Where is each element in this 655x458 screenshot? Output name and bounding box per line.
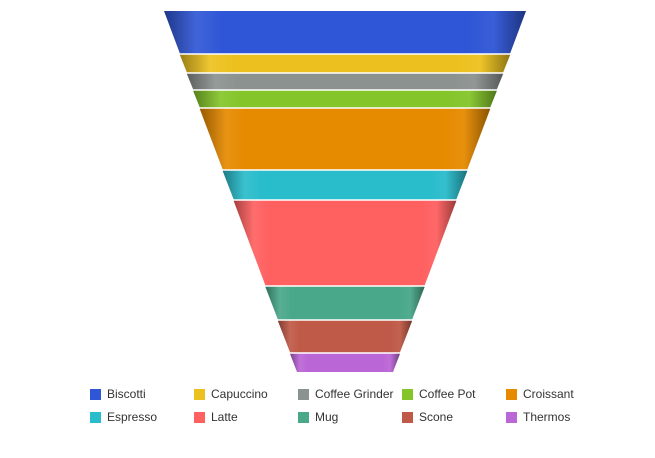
legend-label: Coffee Pot	[419, 387, 476, 401]
legend-item-coffee-grinder[interactable]: Coffee Grinder	[298, 386, 394, 402]
legend-swatch	[90, 388, 101, 400]
funnel-segment-biscotti[interactable]	[164, 11, 526, 54]
funnel-segment-thermos[interactable]	[290, 353, 400, 372]
legend-swatch	[90, 411, 101, 423]
funnel-segment-coffee-grinder[interactable]	[186, 73, 504, 90]
legend-label: Biscotti	[107, 387, 146, 401]
legend-item-croissant[interactable]: Croissant	[506, 386, 574, 402]
legend-swatch	[402, 388, 413, 400]
funnel-segment-espresso[interactable]	[222, 170, 468, 200]
legend-label: Latte	[211, 410, 238, 424]
funnel-segment-croissant[interactable]	[199, 108, 491, 170]
legend-label: Thermos	[523, 410, 571, 424]
legend-label: Mug	[315, 410, 339, 424]
legend-item-coffee-pot[interactable]: Coffee Pot	[402, 386, 475, 402]
funnel-segment-latte[interactable]	[233, 200, 457, 286]
legend-label: Croissant	[523, 387, 574, 401]
funnel-segment-capuccino[interactable]	[179, 54, 511, 73]
funnel-segment-mug[interactable]	[265, 286, 425, 320]
legend-label: Espresso	[107, 410, 158, 424]
legend-swatch	[298, 411, 309, 423]
legend-item-latte[interactable]: Latte	[194, 409, 238, 425]
legend-swatch	[402, 411, 413, 423]
legend-label: Scone	[419, 410, 454, 424]
legend-swatch	[194, 388, 205, 400]
legend-swatch	[506, 388, 517, 400]
legend-item-espresso[interactable]: Espresso	[90, 409, 157, 425]
legend-label: Capuccino	[211, 387, 268, 401]
legend-item-mug[interactable]: Mug	[298, 409, 338, 425]
legend-label: Coffee Grinder	[315, 387, 394, 401]
legend-swatch	[506, 411, 517, 423]
legend-swatch	[194, 411, 205, 423]
legend-swatch	[298, 388, 309, 400]
legend-item-scone[interactable]: Scone	[402, 409, 453, 425]
funnel-segment-coffee-pot[interactable]	[193, 90, 497, 108]
legend-item-thermos[interactable]: Thermos	[506, 409, 570, 425]
funnel-segment-scone[interactable]	[277, 320, 413, 353]
legend-item-biscotti[interactable]: Biscotti	[90, 386, 146, 402]
legend-item-capuccino[interactable]: Capuccino	[194, 386, 268, 402]
